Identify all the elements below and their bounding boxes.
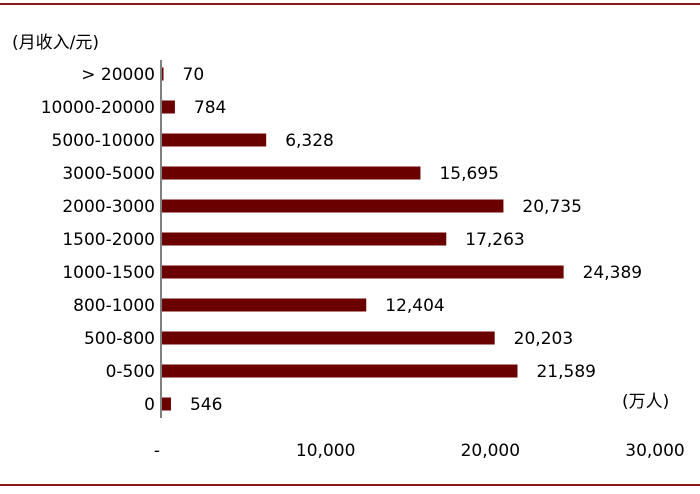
category-label: 3000-5000 <box>62 164 155 184</box>
x-tick-label: 20,000 <box>461 441 520 461</box>
value-label: 70 <box>183 65 205 85</box>
category-label: 2000-3000 <box>62 197 155 217</box>
value-label: 24,389 <box>583 263 642 283</box>
bar-10 <box>162 397 171 411</box>
x-tick-label: 10,000 <box>296 441 355 461</box>
bar-5 <box>162 232 447 246</box>
category-label: 1000-1500 <box>62 263 155 283</box>
value-label: 6,328 <box>285 131 334 151</box>
category-label: 5000-10000 <box>52 131 155 151</box>
category-label: 10000-20000 <box>41 98 155 118</box>
value-label: 15,695 <box>439 164 498 184</box>
value-label: 784 <box>194 98 226 118</box>
category-label: > 20000 <box>81 65 155 85</box>
x-axis-title: (万人) <box>622 392 669 412</box>
value-label: 17,263 <box>465 230 524 250</box>
bar-0 <box>162 67 164 81</box>
category-label: 0 <box>144 395 155 415</box>
top-rule <box>0 3 700 5</box>
value-label: 20,203 <box>514 329 573 349</box>
labels-layer: > 20000 70 10000-20000 784 5000-10000 6,328 30… <box>41 65 642 415</box>
x-tick-labels: - 10,000 20,000 30,000 <box>154 441 685 461</box>
bar-4 <box>162 199 504 213</box>
x-tick-label: 30,000 <box>625 441 684 461</box>
bars-layer <box>162 67 564 411</box>
bar-1 <box>162 100 175 114</box>
bar-6 <box>162 265 564 279</box>
category-label: 1500-2000 <box>62 230 155 250</box>
value-label: 21,589 <box>536 362 595 382</box>
bar-2 <box>162 133 267 147</box>
bar-8 <box>162 331 495 345</box>
value-label: 546 <box>190 395 222 415</box>
bar-7 <box>162 298 367 312</box>
value-label: 20,735 <box>522 197 581 217</box>
category-label: 500-800 <box>84 329 155 349</box>
value-label: 12,404 <box>385 296 444 316</box>
category-label: 800-1000 <box>73 296 155 316</box>
bar-9 <box>162 364 518 378</box>
category-label: 0-500 <box>106 362 155 382</box>
y-axis-title: (月收入/元) <box>12 33 99 53</box>
bottom-rule <box>0 484 700 486</box>
bar-3 <box>162 166 421 180</box>
x-tick-label: - <box>154 441 160 461</box>
